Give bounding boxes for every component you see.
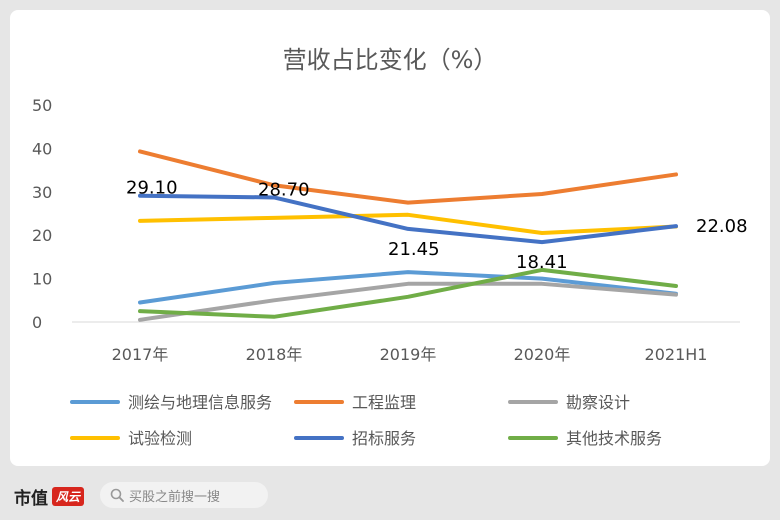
series-line-3 — [138, 281, 678, 322]
brand-logo[interactable]: 市值 风云 — [14, 484, 85, 509]
y-tick-label: 40 — [32, 139, 52, 158]
line-chart: 营收占比变化（%） 0 10 20 30 40 50 2017年 2018年 2019年 2020年… — [32, 46, 748, 448]
y-tick-label: 10 — [32, 270, 52, 289]
chart-title: 营收占比变化（%） — [283, 46, 498, 74]
search-placeholder: 买股之前搜一搜 — [129, 489, 221, 505]
brand-name: 市值 — [14, 489, 48, 509]
legend-label: 测绘与地理信息服务 — [128, 393, 272, 412]
x-tick-label: 2018年 — [246, 345, 303, 364]
series-line-5 — [138, 193, 678, 245]
x-tick-label: 2021H1 — [645, 345, 708, 364]
series-line-4 — [138, 212, 678, 236]
y-tick-label: 50 — [32, 96, 52, 115]
data-label: 28.70 — [258, 179, 310, 200]
data-label: 21.45 — [388, 239, 440, 260]
legend-label: 试验检测 — [128, 429, 192, 448]
search-bar[interactable]: 买股之前搜一搜 — [100, 482, 268, 508]
y-tick-label: 30 — [32, 183, 52, 202]
x-tick-label: 2019年 — [380, 345, 437, 364]
data-label: 22.08 — [696, 216, 748, 237]
brand-seal: 风云 — [52, 487, 85, 506]
series-line-2 — [138, 149, 678, 205]
legend-label: 勘察设计 — [566, 393, 630, 412]
legend-label: 工程监理 — [352, 393, 416, 412]
y-tick-label: 0 — [32, 313, 42, 332]
data-label: 18.41 — [516, 252, 568, 273]
footer-bar: 市值 风云 买股之前搜一搜 — [0, 470, 780, 520]
y-tick-label: 20 — [32, 226, 52, 245]
data-label: 29.10 — [126, 178, 178, 199]
search-icon — [110, 488, 124, 502]
legend-label: 其他技术服务 — [566, 429, 662, 448]
chart-card: 营收占比变化（%） 0 10 20 30 40 50 2017年 2018年 2019年 2020年… — [10, 10, 770, 466]
x-tick-label: 2020年 — [514, 345, 571, 364]
series-line-1 — [138, 270, 678, 305]
series-line-6 — [138, 267, 678, 319]
legend-label: 招标服务 — [352, 429, 416, 448]
x-tick-label: 2017年 — [112, 345, 169, 364]
